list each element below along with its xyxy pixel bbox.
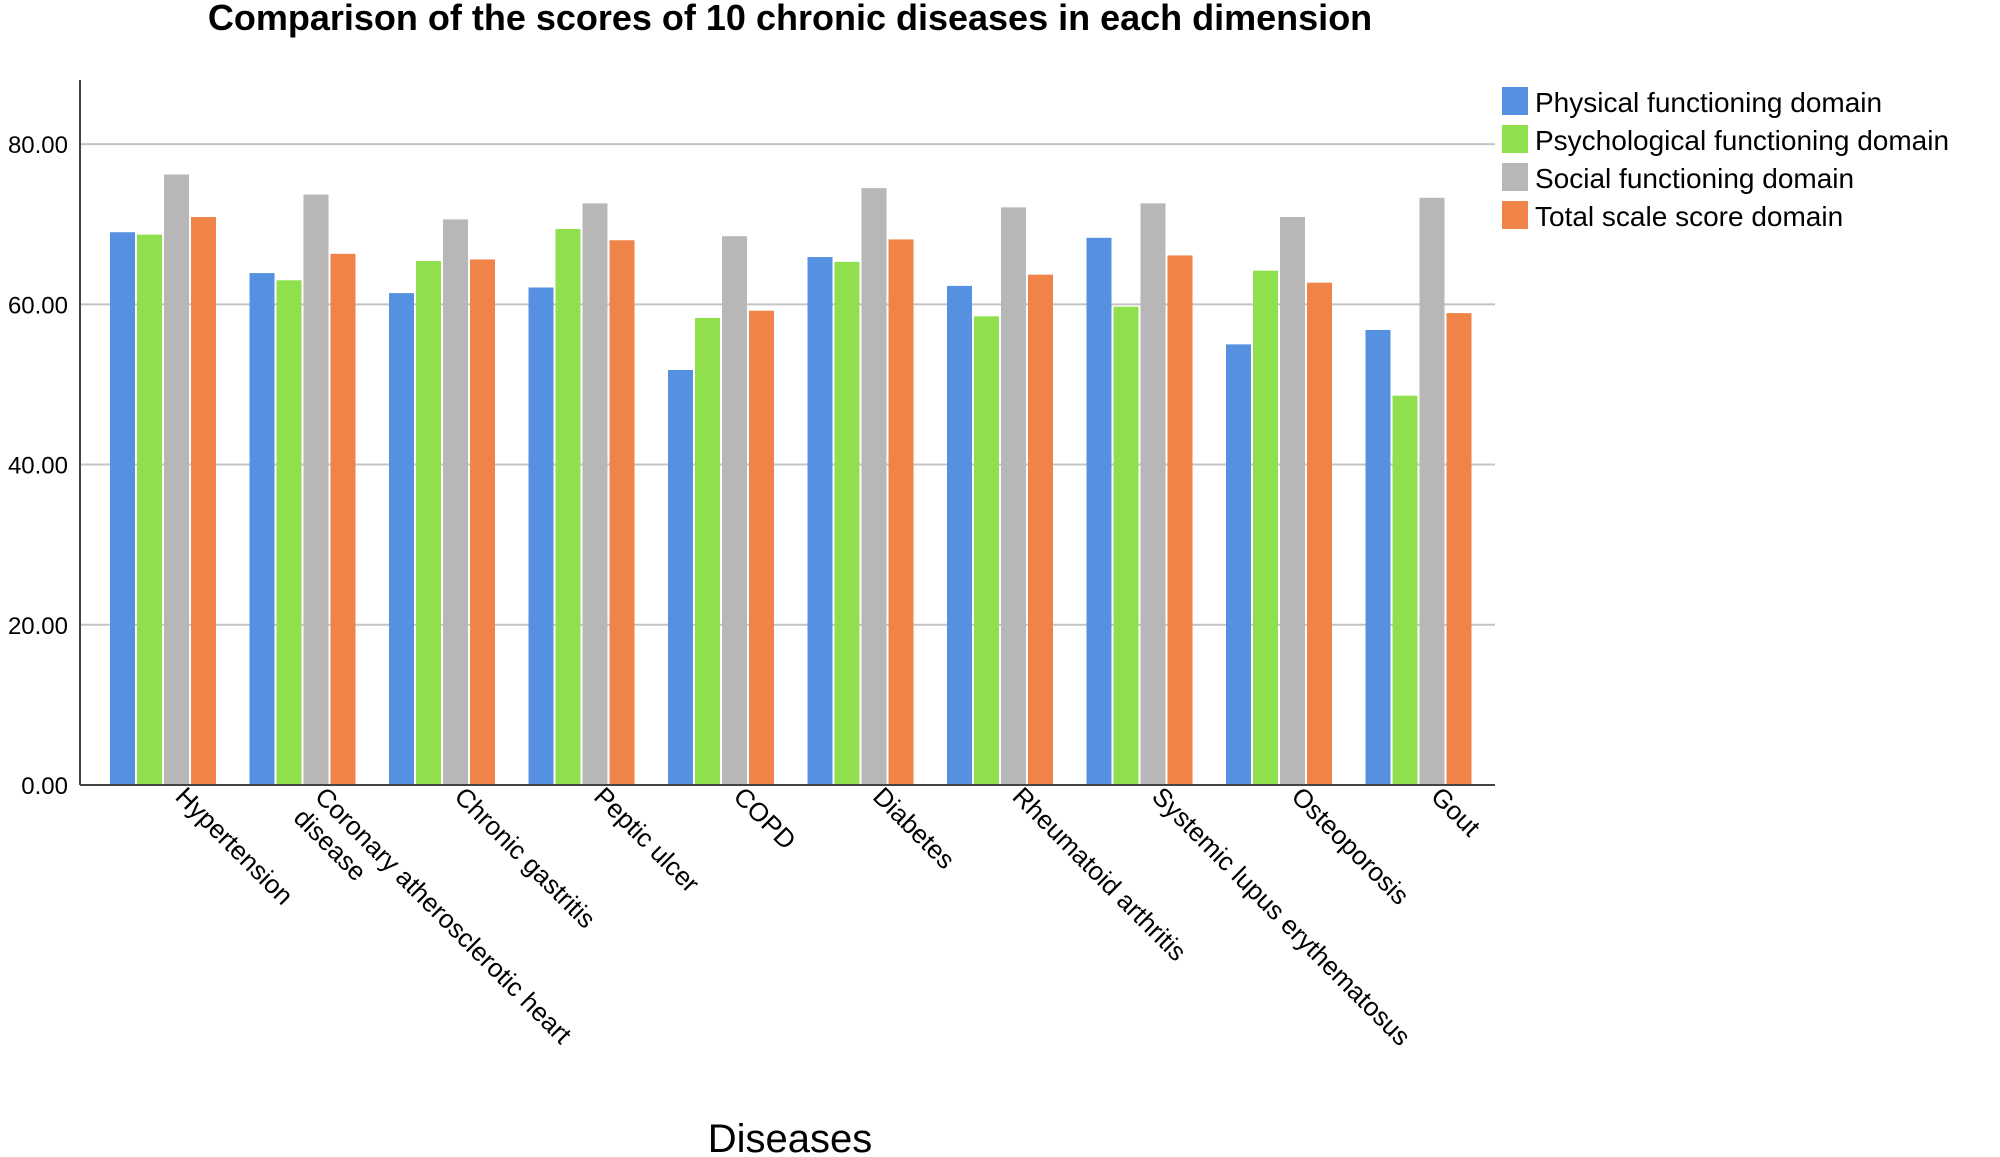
bar-6-2 (1001, 207, 1026, 785)
bar-7-1 (1113, 306, 1139, 785)
y-tick-label: 20.00 (8, 613, 68, 640)
bar-0-0 (110, 232, 135, 785)
bar-5-2 (861, 188, 887, 785)
bar-5-3 (888, 239, 914, 785)
x-category-label-3: Peptic ulcer (588, 781, 706, 899)
bars (110, 174, 1472, 786)
bar-2-1 (416, 261, 441, 785)
legend: Physical functioning domain Psychological… (1502, 87, 1949, 232)
x-category-label-9: Gout (1425, 781, 1487, 843)
bar-9-2 (1419, 197, 1445, 786)
legend-label-1: Psychological functioning domain (1535, 125, 1949, 156)
bar-0-2 (164, 174, 189, 786)
bar-3-1 (555, 229, 581, 786)
legend-swatch-0 (1502, 87, 1528, 115)
bar-0-1 (137, 234, 162, 785)
bar-1-3 (330, 253, 356, 786)
bar-9-3 (1446, 313, 1472, 785)
legend-label-0: Physical functioning domain (1535, 87, 1882, 118)
bar-1-2 (303, 194, 329, 785)
x-category-label-4: COPD (728, 781, 802, 855)
chart-title: Comparison of the scores of 10 chronic d… (208, 0, 1372, 38)
y-tick-label: 80.00 (8, 132, 68, 159)
bar-5-1 (834, 261, 860, 786)
bar-3-3 (609, 240, 635, 785)
legend-label-3: Total scale score domain (1535, 201, 1843, 232)
x-category-label-1: Coronary atherosclerotic heartdisease (288, 781, 578, 1071)
y-tick-labels: 0.00 20.00 40.00 60.00 80.00 (8, 132, 68, 800)
bar-6-0 (947, 285, 972, 785)
legend-swatch-2 (1502, 163, 1528, 191)
bar-8-3 (1307, 282, 1332, 785)
bar-3-2 (582, 203, 608, 785)
bar-2-2 (443, 219, 468, 786)
y-tick-label: 0.00 (21, 773, 68, 800)
bar-2-0 (389, 293, 414, 785)
bar-4-1 (695, 317, 720, 785)
x-category-label-7: Systemic lupus erythematosus (1146, 781, 1417, 1052)
bar-9-1 (1392, 395, 1418, 785)
bar-8-2 (1280, 216, 1305, 785)
bar-4-2 (722, 236, 747, 786)
x-category-label-2: Chronic gastritis (449, 781, 602, 934)
bar-7-3 (1167, 255, 1193, 786)
legend-swatch-1 (1502, 125, 1528, 153)
bar-3-0 (528, 287, 554, 785)
y-tick-label: 60.00 (8, 292, 68, 319)
bar-4-3 (749, 310, 774, 785)
bar-1-0 (249, 273, 275, 785)
bar-4-0 (668, 370, 693, 785)
bar-0-3 (191, 216, 216, 785)
axes (79, 80, 1495, 786)
bar-7-0 (1086, 237, 1112, 786)
bar-2-3 (470, 259, 495, 785)
bar-9-0 (1365, 329, 1391, 785)
bar-7-2 (1140, 203, 1166, 785)
x-category-label-5: Diabetes (867, 781, 961, 875)
legend-label-2: Social functioning domain (1535, 163, 1854, 194)
x-category-labels: Hypertension Coronary atherosclerotic hea… (170, 781, 1487, 1071)
bar-1-1 (276, 280, 302, 785)
bar-8-1 (1253, 270, 1278, 786)
y-tick-label: 40.00 (8, 453, 68, 480)
bar-5-0 (807, 257, 833, 785)
x-axis-label: Diseases (708, 1117, 873, 1157)
legend-swatch-3 (1502, 201, 1528, 229)
bar-6-1 (974, 316, 999, 785)
bar-8-0 (1226, 344, 1251, 785)
bar-6-3 (1028, 274, 1053, 785)
x-category-label-0: Hypertension (170, 781, 300, 911)
x-category-label-8: Osteoporosis (1286, 781, 1416, 911)
